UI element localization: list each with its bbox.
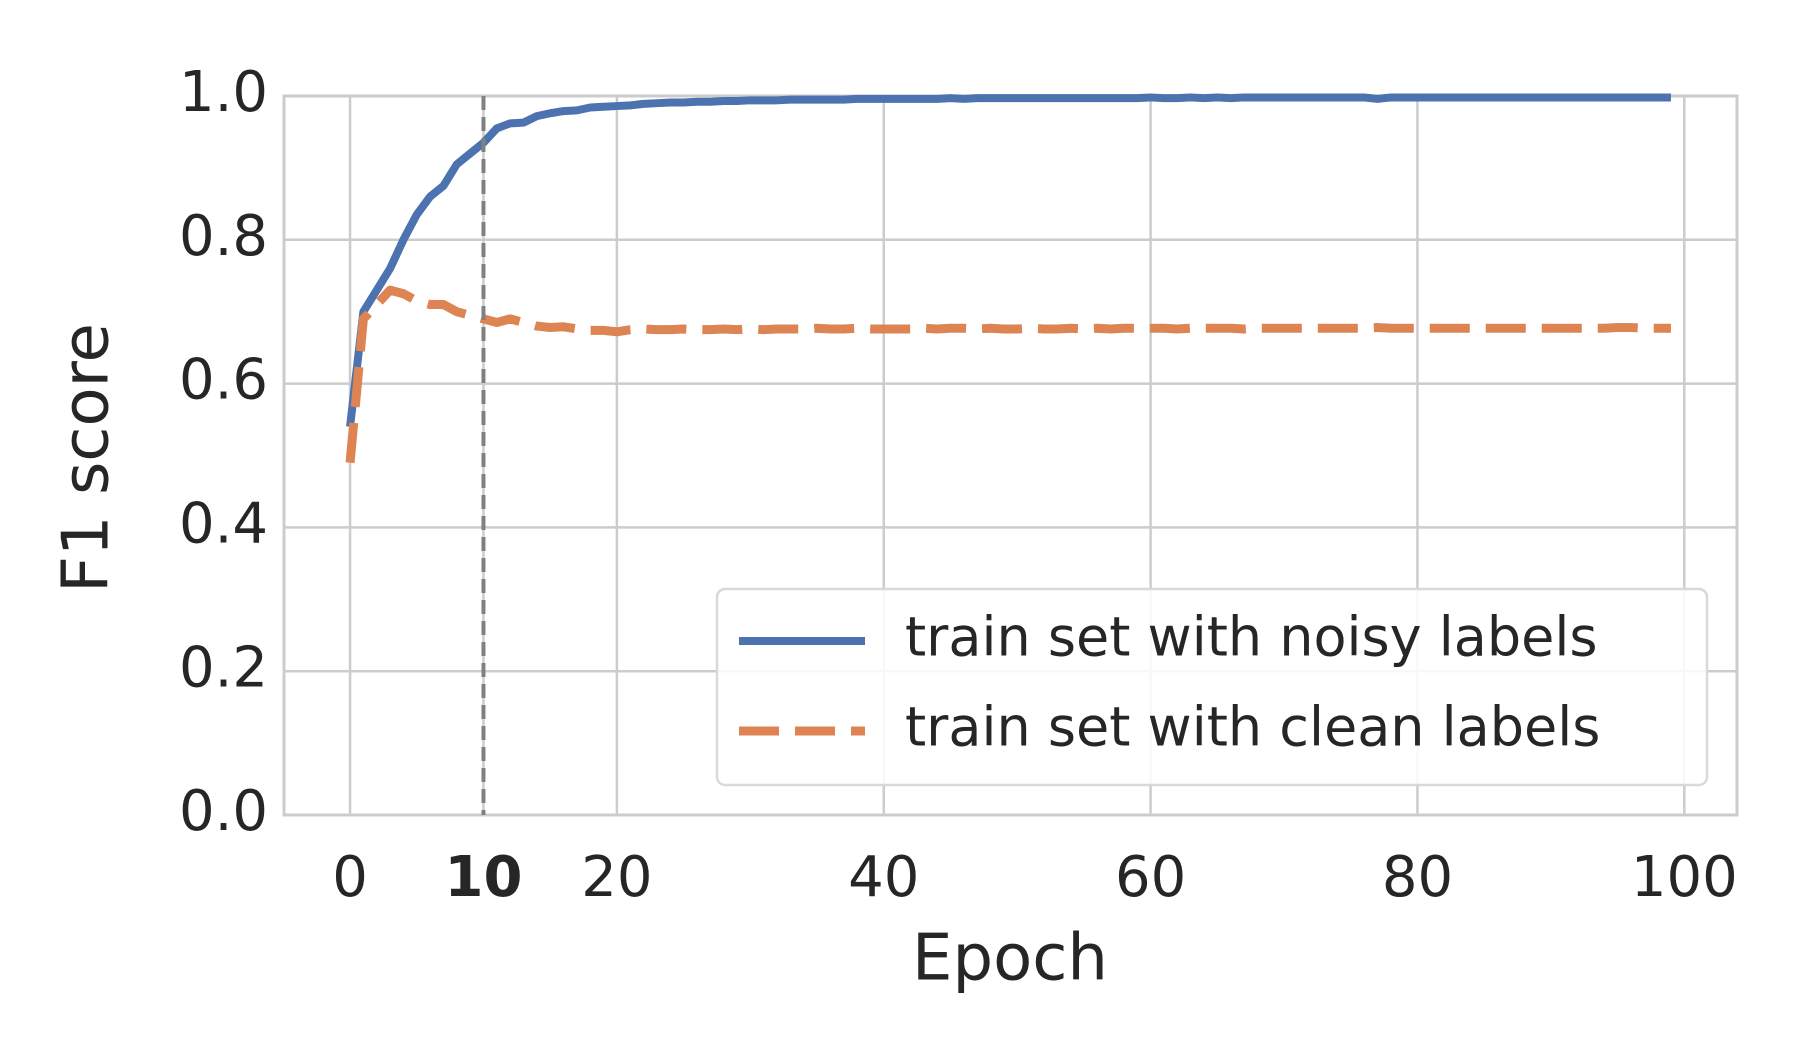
data-line [345,285,1671,464]
x-tick-label: 10 [445,845,523,910]
y-tick-label: 0.6 [179,348,268,413]
y-tick-label: 0.8 [179,204,268,269]
x-tick-label: 80 [1382,845,1453,910]
legend-label: train set with noisy labels [905,606,1598,669]
data-line [346,93,1671,428]
y-axis-label: F1 score [50,323,124,593]
legend-box [715,587,1709,787]
y-tick-label: 0.0 [179,779,268,844]
y-tick-label: 1.0 [179,60,268,125]
x-tick-label: 20 [581,845,652,910]
y-tick-label: 0.4 [179,492,268,557]
x-tick-label: 40 [848,845,919,910]
x-tick-label: 60 [1115,845,1186,910]
x-axis-label: Epoch [912,922,1108,996]
legend-label: train set with clean labels [905,696,1600,759]
x-tick-label: 0 [332,845,368,910]
y-tick-label: 0.2 [179,635,268,700]
x-tick-label: 100 [1631,845,1738,910]
